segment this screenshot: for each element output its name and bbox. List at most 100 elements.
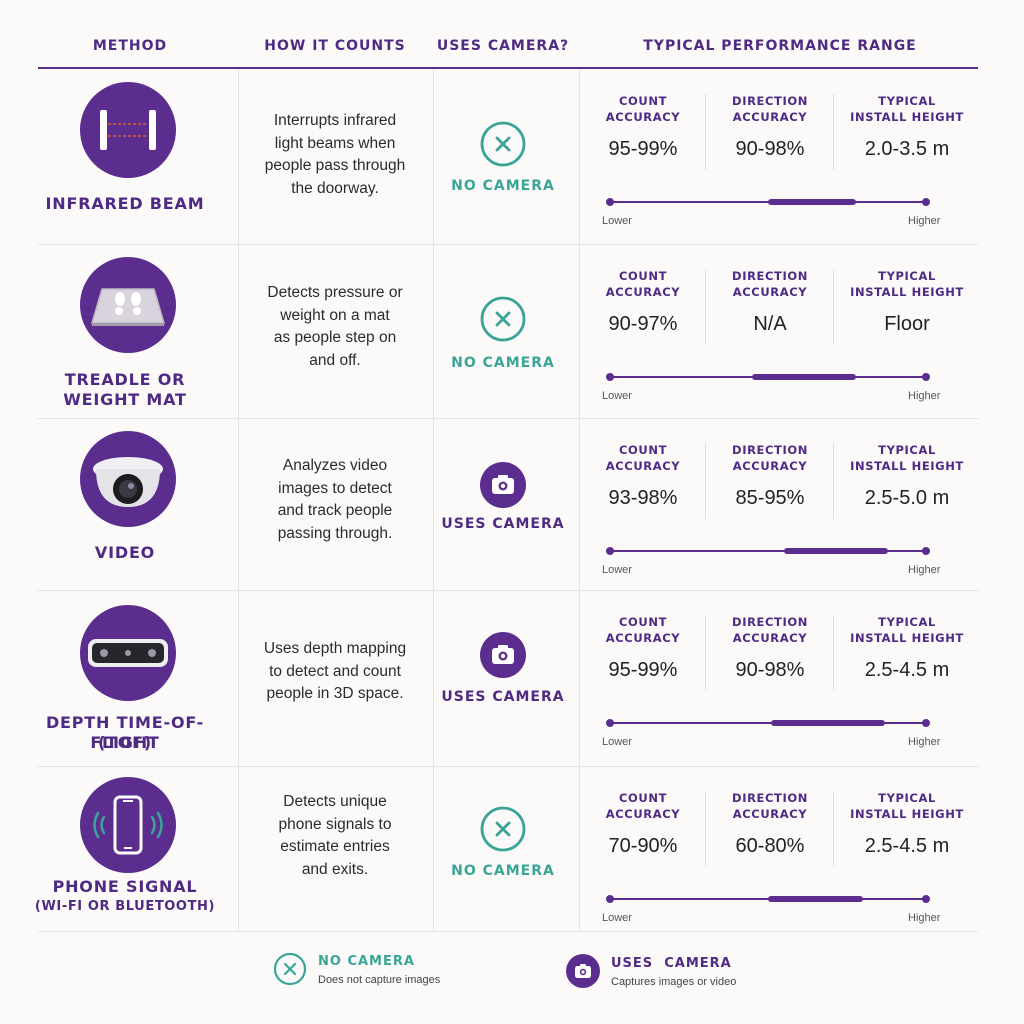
method-row: TREADLE OR WEIGHT MAT Detects pressure or w… bbox=[0, 245, 1024, 419]
metric-divider bbox=[833, 94, 834, 170]
range-fill bbox=[768, 896, 863, 902]
footprint-mat-icon bbox=[80, 257, 176, 353]
metric-label-height: TYPICAL INSTALL HEIGHT bbox=[847, 442, 967, 474]
how-line: light beams when bbox=[274, 134, 396, 152]
row-divider bbox=[38, 766, 978, 767]
range-lower-label: Lower bbox=[602, 215, 632, 227]
range-higher-label: Higher bbox=[908, 736, 941, 748]
how-line: weight on a mat bbox=[280, 306, 390, 324]
how-line: and off. bbox=[309, 351, 361, 369]
how-line: people in 3D space. bbox=[266, 685, 404, 702]
metric-value-direction: 85-95% bbox=[735, 487, 805, 509]
camera-status: NO CAMERA bbox=[451, 863, 555, 879]
range-higher-label: Higher bbox=[908, 390, 941, 402]
metric-label-line: COUNT bbox=[618, 443, 668, 457]
metric-label-line: ACCURACY bbox=[732, 459, 808, 473]
camera-status: USES CAMERA bbox=[441, 516, 565, 532]
range-end-dot bbox=[922, 719, 930, 727]
metric-label-line: ACCURACY bbox=[605, 285, 681, 299]
how-line: to detect and count bbox=[269, 662, 401, 680]
range-lower-label: Lower bbox=[602, 912, 632, 924]
how-it-counts-text: Analyzes video images to detect and track … bbox=[250, 455, 420, 545]
metric-label-line: ACCURACY bbox=[732, 807, 808, 821]
range-fill bbox=[768, 199, 857, 205]
metric-label-line: ACCURACY bbox=[605, 110, 681, 124]
camera-status: USES CAMERA bbox=[441, 689, 565, 705]
range-lower-label: Lower bbox=[602, 564, 632, 576]
metric-label-line: ACCURACY bbox=[732, 285, 808, 299]
metric-label-line: ACCURACY bbox=[605, 631, 681, 645]
metric-value-height: 2.5-5.0 m bbox=[864, 487, 950, 509]
metric-divider bbox=[833, 443, 834, 519]
camera-icon bbox=[479, 461, 527, 509]
metric-label-line: TYPICAL bbox=[878, 615, 936, 629]
range-start-dot bbox=[606, 719, 614, 727]
column-divider bbox=[433, 69, 434, 931]
metric-label-line: TYPICAL bbox=[878, 269, 936, 283]
metric-divider bbox=[705, 269, 706, 345]
metric-divider bbox=[705, 443, 706, 519]
metric-label-line: ACCURACY bbox=[605, 807, 681, 821]
metric-label-count: COUNT ACCURACY bbox=[583, 442, 703, 474]
dome-camera-icon bbox=[80, 431, 176, 527]
method-row: DEPTH TIME-OF-FLIGHT (TOF) Uses depth mapp… bbox=[0, 591, 1024, 765]
how-line: and track people bbox=[277, 502, 393, 519]
metric-divider bbox=[705, 791, 706, 867]
how-line: images to detect bbox=[278, 479, 392, 497]
how-line: phone signals to bbox=[278, 815, 392, 833]
how-line: Detects pressure or bbox=[267, 284, 403, 301]
column-divider bbox=[579, 69, 580, 931]
metric-label-line: DIRECTION bbox=[732, 791, 808, 805]
how-it-counts-text: Uses depth mapping to detect and count peo… bbox=[250, 638, 420, 706]
metric-value-direction: N/A bbox=[753, 313, 787, 335]
metric-label-line: TYPICAL bbox=[878, 791, 936, 805]
how-line: as people step on bbox=[273, 329, 397, 346]
uses-camera-legend-icon bbox=[566, 954, 600, 988]
metric-value-direction: 90-98% bbox=[735, 659, 805, 681]
phone-signal-icon bbox=[80, 777, 176, 873]
header-performance-range: TYPICAL PERFORMANCE RANGE bbox=[643, 38, 917, 54]
how-line: passing through. bbox=[277, 524, 393, 542]
metric-label-line: TYPICAL bbox=[878, 94, 936, 108]
metric-value-direction: 60-80% bbox=[735, 835, 805, 857]
metric-label-line: COUNT bbox=[618, 615, 668, 629]
metric-divider bbox=[833, 269, 834, 345]
metric-divider bbox=[705, 615, 706, 691]
range-higher-label: Higher bbox=[908, 215, 941, 227]
row-divider bbox=[38, 931, 978, 932]
metric-label-line: INSTALL HEIGHT bbox=[850, 459, 964, 473]
how-line: people pass through bbox=[264, 157, 406, 174]
range-end-dot bbox=[922, 198, 930, 206]
legend-uses-camera-title: USES CAMERA bbox=[611, 956, 732, 971]
metric-label-direction: DIRECTION ACCURACY bbox=[710, 442, 830, 474]
depth-sensor-icon bbox=[80, 605, 176, 701]
range-lower-label: Lower bbox=[602, 390, 632, 402]
metric-label-direction: DIRECTION ACCURACY bbox=[710, 268, 830, 300]
infrared-beam-icon bbox=[80, 82, 176, 178]
range-lower-label: Lower bbox=[602, 736, 632, 748]
range-start-dot bbox=[606, 895, 614, 903]
no-camera-legend-icon bbox=[273, 952, 307, 986]
metric-label-direction: DIRECTION ACCURACY bbox=[710, 614, 830, 646]
row-divider bbox=[38, 418, 978, 419]
metric-label-count: COUNT ACCURACY bbox=[583, 790, 703, 822]
metric-label-line: COUNT bbox=[618, 791, 668, 805]
how-it-counts-text: Detects unique phone signals to estimate e… bbox=[250, 791, 420, 881]
metric-label-height: TYPICAL INSTALL HEIGHT bbox=[847, 93, 967, 125]
metric-value-height: Floor bbox=[884, 313, 930, 335]
metric-label-line: INSTALL HEIGHT bbox=[850, 110, 964, 124]
how-line: Detects unique bbox=[283, 793, 387, 810]
range-end-dot bbox=[922, 373, 930, 381]
metric-label-height: TYPICAL INSTALL HEIGHT bbox=[847, 790, 967, 822]
metric-divider bbox=[833, 791, 834, 867]
metric-label-direction: DIRECTION ACCURACY bbox=[710, 93, 830, 125]
how-it-counts-text: Interrupts infrared light beams when peopl… bbox=[250, 110, 420, 200]
metric-label-count: COUNT ACCURACY bbox=[583, 268, 703, 300]
method-row: VIDEO Analyzes video images to detect and t… bbox=[0, 419, 1024, 593]
camera-status: NO CAMERA bbox=[451, 355, 555, 371]
no-camera-icon bbox=[479, 295, 527, 343]
how-line: estimate entries bbox=[280, 838, 390, 855]
camera-status: NO CAMERA bbox=[451, 178, 555, 194]
range-track bbox=[610, 722, 926, 724]
range-end-dot bbox=[922, 895, 930, 903]
